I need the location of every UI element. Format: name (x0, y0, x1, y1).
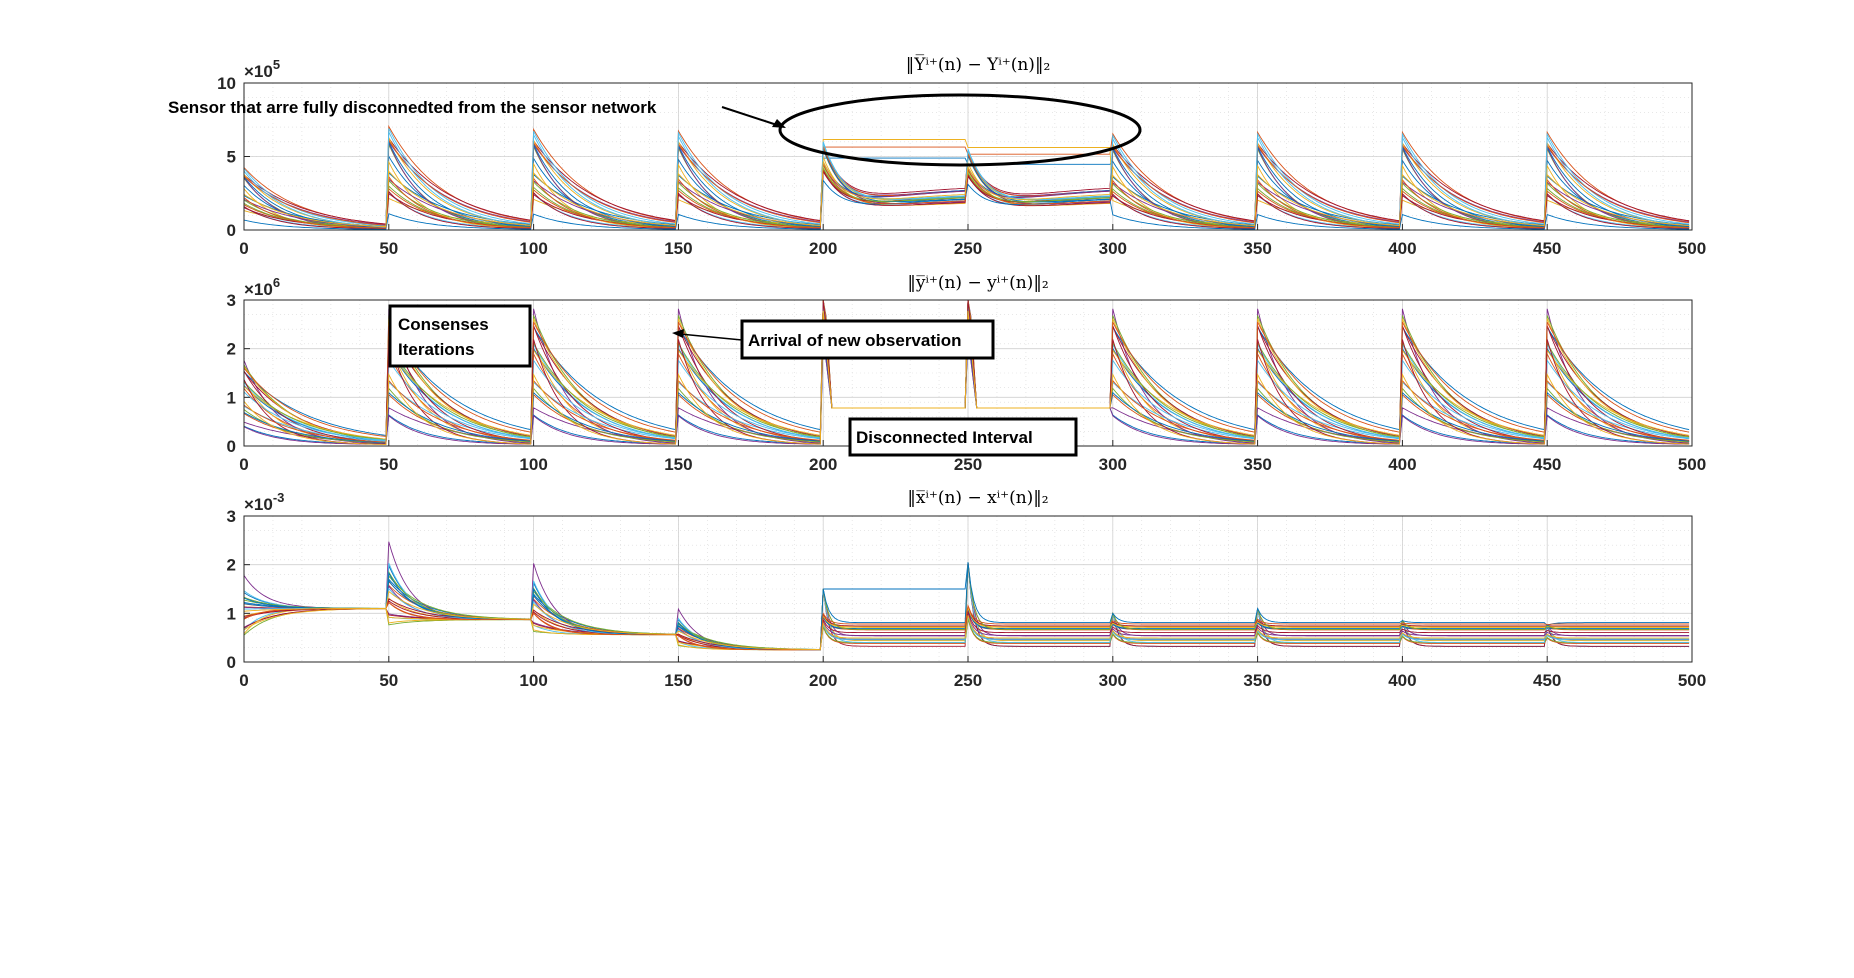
subplot-3: ‖x̅ⁱ⁺(n) − xⁱ⁺(n)‖₂ ×10-3 0 50 100 150 200 25… (227, 488, 1707, 690)
series-line (244, 131, 1690, 228)
y-tick-label: 3 (227, 291, 236, 310)
subplot-1-exponent-power: 5 (273, 57, 280, 72)
x-tick-label: 500 (1678, 239, 1706, 258)
x-tick-label: 450 (1533, 455, 1561, 474)
subplot-1-exponent-base: ×10 (244, 62, 273, 81)
subplot-1: ‖Y̅ⁱ⁺(n) − Yⁱ⁺(n)‖₂ ×105 0 50 100 150 200 250… (217, 54, 1706, 258)
subplot-3-exponent: ×10-3 (244, 490, 284, 514)
subplot-3-title: ‖x̅ⁱ⁺(n) − xⁱ⁺(n)‖₂ (907, 488, 1048, 508)
x-tick-label: 100 (519, 671, 547, 690)
x-tick-label: 100 (519, 455, 547, 474)
subplot-3-exponent-power: -3 (273, 490, 285, 505)
series-line (244, 163, 1690, 229)
series-line (244, 601, 1690, 651)
x-tick-label: 0 (239, 455, 248, 474)
annotation-disconnected-interval-box (848, 417, 1078, 457)
x-tick-label: 400 (1388, 239, 1416, 258)
x-tick-label: 0 (239, 239, 248, 258)
y-tick-label: 1 (227, 604, 236, 623)
annotation-consensus-line1: Consenses (398, 315, 489, 334)
subplot-2-exponent-base: ×10 (244, 280, 273, 299)
y-tick-label: 0 (227, 653, 236, 672)
series-line (244, 124, 1690, 225)
x-tick-label: 400 (1388, 671, 1416, 690)
y-tick-label: 10 (217, 74, 236, 93)
x-tick-label: 0 (239, 671, 248, 690)
annotation-arrival-arrow (679, 333, 743, 341)
y-tick-label: 3 (227, 507, 236, 526)
series-group (244, 124, 1690, 230)
x-tick-label: 450 (1533, 671, 1561, 690)
x-tick-label: 150 (664, 239, 692, 258)
y-tick-label: 0 (227, 437, 236, 456)
annotation-disconnected-interval-text: Disconnected Interval (856, 428, 1033, 447)
x-tick-label: 200 (809, 455, 837, 474)
annotations: Sensor that arre fully disconnedted from… (168, 93, 1142, 457)
subplot-3-exponent-base: ×10 (244, 495, 273, 514)
annotation-disconnected-arrow (721, 106, 781, 127)
x-tick-label: 400 (1388, 455, 1416, 474)
subplot-1-title: ‖Y̅ⁱ⁺(n) − Yⁱ⁺(n)‖₂ (906, 54, 1051, 75)
x-tick-label: 200 (809, 671, 837, 690)
annotation-arrival-box (740, 319, 995, 360)
x-tick-label: 350 (1243, 671, 1271, 690)
x-tick-label: 300 (1099, 239, 1127, 258)
subplot-2-exponent: ×106 (244, 275, 280, 299)
subplot-1-exponent: ×105 (244, 57, 280, 81)
y-tick-label: 1 (227, 388, 236, 407)
y-tick-label: 0 (227, 221, 236, 240)
series-line (244, 590, 1690, 651)
x-tick-label: 500 (1678, 455, 1706, 474)
x-tick-label: 300 (1099, 671, 1127, 690)
series-line (244, 161, 1690, 228)
y-tick-label: 2 (227, 556, 236, 575)
series-group (244, 541, 1690, 651)
subplot-2-title: ‖y̅ⁱ⁺(n) − yⁱ⁺(n)‖₂ (907, 273, 1048, 293)
annotation-arrival-arrowhead (672, 329, 684, 338)
x-tick-label: 100 (519, 239, 547, 258)
x-tick-label: 500 (1678, 671, 1706, 690)
x-tick-label: 350 (1243, 239, 1271, 258)
x-tick-label: 350 (1243, 455, 1271, 474)
x-tick-label: 250 (954, 239, 982, 258)
y-tick-label: 5 (227, 148, 236, 167)
annotation-arrival-text: Arrival of new observation (748, 331, 962, 350)
annotation-ellipse (778, 93, 1142, 167)
x-tick-label: 450 (1533, 239, 1561, 258)
annotation-consensus-box (388, 304, 532, 368)
x-tick-label: 50 (379, 671, 398, 690)
x-tick-label: 150 (664, 671, 692, 690)
x-tick-label: 150 (664, 455, 692, 474)
x-tick-label: 250 (954, 455, 982, 474)
x-tick-label: 50 (379, 239, 398, 258)
x-tick-label: 250 (954, 671, 982, 690)
x-tick-label: 300 (1099, 455, 1127, 474)
series-line (244, 179, 1690, 230)
series-line (244, 562, 1690, 651)
x-tick-label: 50 (379, 455, 398, 474)
x-tick-label: 200 (809, 239, 837, 258)
annotation-consensus-line2: Iterations (398, 340, 475, 359)
y-tick-label: 2 (227, 340, 236, 359)
subplot-2-exponent-power: 6 (273, 275, 280, 290)
annotation-disconnected-sensors: Sensor that arre fully disconnedted from… (168, 98, 657, 117)
